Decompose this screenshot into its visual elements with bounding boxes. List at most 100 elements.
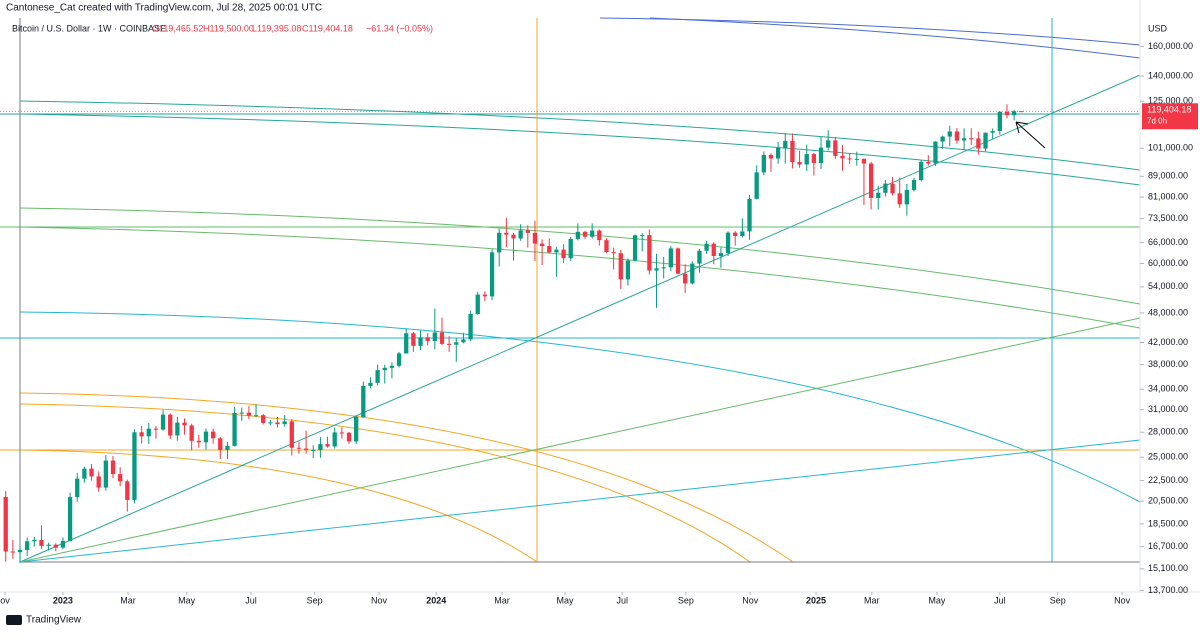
candle-body bbox=[926, 161, 931, 164]
price-tag bbox=[1142, 103, 1198, 130]
countdown: 7d 0h bbox=[1147, 116, 1167, 125]
candle-body bbox=[861, 158, 867, 164]
candle-body bbox=[568, 238, 573, 259]
y-tick-label: 89,000.00 bbox=[1148, 171, 1188, 181]
y-tick-label: 20,500.00 bbox=[1148, 496, 1188, 506]
candle-body bbox=[697, 250, 702, 264]
candle-body bbox=[75, 478, 80, 498]
candle-body bbox=[275, 422, 280, 425]
currency: USD bbox=[1148, 23, 1168, 33]
candle-body bbox=[797, 162, 802, 165]
candle-body bbox=[647, 235, 652, 271]
x-tick-label: Sep bbox=[1050, 595, 1066, 605]
candle-body bbox=[25, 541, 30, 550]
candle-body bbox=[504, 232, 509, 235]
candle-body bbox=[547, 246, 552, 253]
candle-body bbox=[775, 147, 781, 159]
fan-line bbox=[19, 74, 1141, 563]
candle-body bbox=[96, 476, 101, 488]
symbol-title: Bitcoin / U.S. Dollar · 1W · COINBASE bbox=[12, 23, 166, 33]
candle-body bbox=[139, 432, 144, 437]
candle-body bbox=[783, 140, 788, 148]
candle-body bbox=[790, 140, 795, 163]
candle-body bbox=[883, 183, 888, 193]
fan-line bbox=[19, 317, 1141, 563]
candle-body bbox=[632, 235, 638, 261]
candle-body bbox=[461, 339, 466, 343]
y-tick-label: 18,500.00 bbox=[1148, 518, 1188, 528]
x-tick-label: Nov bbox=[1114, 595, 1131, 605]
candle-body bbox=[311, 450, 316, 452]
y-tick-label: 140,000.00 bbox=[1148, 70, 1193, 80]
y-tick-label: 42,000.00 bbox=[1148, 337, 1188, 347]
candle-body bbox=[919, 161, 924, 181]
candle-body bbox=[210, 431, 216, 439]
y-tick-label: 101,000.00 bbox=[1148, 143, 1193, 153]
x-tick-label: Mar bbox=[864, 595, 880, 605]
candle-body bbox=[246, 412, 252, 416]
y-tick-label: 73,500.00 bbox=[1148, 213, 1188, 223]
candle-body bbox=[761, 154, 766, 173]
candle-body bbox=[954, 131, 960, 141]
fan-line bbox=[19, 439, 1141, 563]
drawings bbox=[0, 17, 1141, 563]
candle-body bbox=[997, 111, 1002, 132]
candle-body bbox=[868, 163, 874, 198]
candle-body bbox=[175, 422, 180, 436]
x-tick-label: Jul bbox=[994, 595, 1006, 605]
candle-body bbox=[389, 365, 395, 368]
candle-body bbox=[118, 474, 123, 482]
candle-body bbox=[375, 370, 380, 383]
candle-body bbox=[811, 154, 817, 164]
candle-body bbox=[475, 294, 480, 315]
candle-body bbox=[346, 432, 352, 442]
candle-body bbox=[425, 337, 430, 342]
x-tick-label: 2025 bbox=[806, 595, 826, 605]
x-tick-label: Nov bbox=[371, 595, 388, 605]
candle-body bbox=[768, 154, 774, 159]
candle-body bbox=[876, 192, 881, 198]
x-tick-label: Mar bbox=[120, 595, 136, 605]
candle-body bbox=[940, 136, 945, 142]
credit: Cantonese_Cat created with TradingView.c… bbox=[6, 3, 322, 14]
candle-body bbox=[840, 155, 845, 159]
x-tick-label: Sep bbox=[678, 595, 694, 605]
candle-body bbox=[203, 431, 209, 443]
arc-line bbox=[649, 17, 1141, 59]
candle-body bbox=[10, 551, 16, 553]
brand-logo bbox=[6, 615, 22, 625]
candle-body bbox=[640, 235, 645, 237]
y-tick-label: 66,000.00 bbox=[1148, 237, 1188, 247]
candle-body bbox=[711, 243, 716, 257]
candle-body bbox=[833, 140, 838, 156]
candle-body bbox=[32, 540, 37, 542]
candle-body bbox=[740, 231, 745, 237]
candle-body bbox=[682, 273, 688, 284]
arc-line bbox=[19, 226, 1141, 329]
candle-body bbox=[618, 253, 623, 280]
y-tick-label: 28,000.00 bbox=[1148, 427, 1188, 437]
candle-body bbox=[1011, 111, 1017, 116]
candle-body bbox=[218, 438, 223, 450]
price-tag-label: 119,404.18 bbox=[1147, 105, 1191, 115]
ohlc-change: −61.34 (−0.05%) bbox=[366, 23, 433, 33]
x-tick-label: Sep bbox=[307, 595, 323, 605]
candle-body bbox=[196, 440, 201, 443]
candle-body bbox=[318, 444, 323, 451]
candles bbox=[3, 104, 1024, 564]
candle-body bbox=[497, 232, 502, 253]
y-tick-label: 15,100.00 bbox=[1148, 563, 1188, 573]
candle-body bbox=[976, 138, 981, 149]
candle-body bbox=[539, 243, 545, 247]
candle-body bbox=[60, 540, 66, 548]
candle-body bbox=[1019, 111, 1024, 113]
candle-body bbox=[3, 496, 8, 552]
x-tick-label: Jul bbox=[245, 595, 257, 605]
candle-body bbox=[525, 230, 530, 233]
candle-body bbox=[103, 460, 108, 488]
candle-body bbox=[253, 415, 259, 417]
candle-body bbox=[575, 231, 581, 239]
candle-body bbox=[604, 240, 609, 253]
candle-body bbox=[432, 332, 437, 342]
arc-line bbox=[19, 449, 538, 563]
